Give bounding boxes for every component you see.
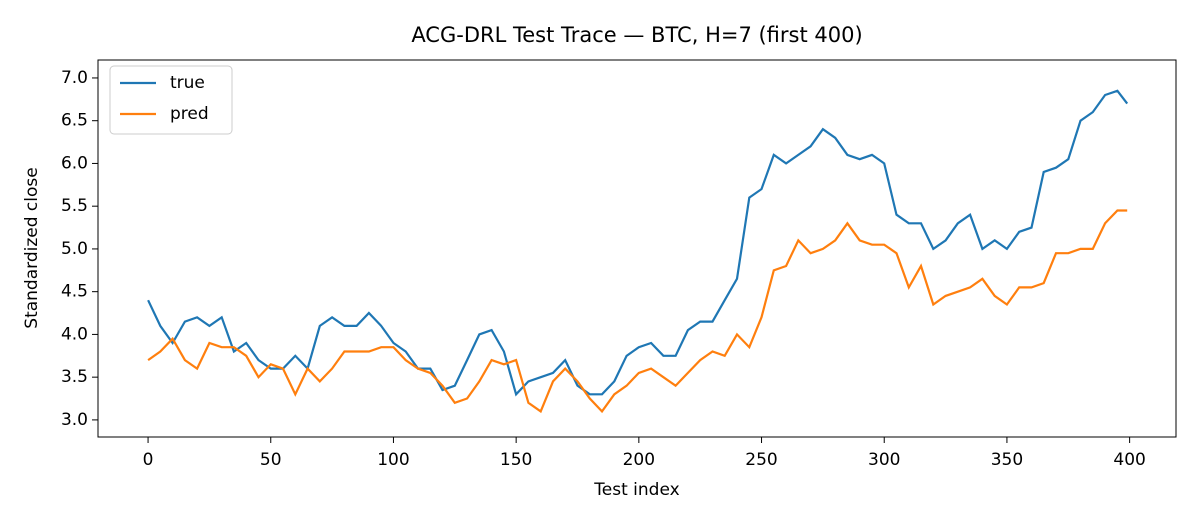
y-tick-label: 7.0 (61, 68, 88, 88)
y-tick-label: 5.0 (61, 239, 88, 259)
y-tick-label: 6.0 (61, 153, 88, 173)
y-tick-label: 4.5 (61, 282, 88, 302)
x-tick-label: 400 (1113, 450, 1145, 470)
chart-title: ACG-DRL Test Trace — BTC, H=7 (first 400… (411, 23, 862, 47)
y-tick-label: 6.5 (61, 111, 88, 131)
y-tick-label: 4.0 (61, 324, 88, 344)
x-tick-label: 100 (377, 450, 409, 470)
y-tick-label: 3.5 (61, 367, 88, 387)
x-tick-label: 200 (623, 450, 655, 470)
x-tick-label: 250 (745, 450, 777, 470)
legend-label: pred (170, 104, 209, 124)
legend-label: true (170, 73, 205, 93)
y-tick-label: 5.5 (61, 196, 88, 216)
x-tick-label: 50 (260, 450, 282, 470)
line-series (147, 89, 1129, 397)
x-tick-label: 0 (143, 450, 154, 470)
x-axis-label: Test index (593, 480, 679, 500)
x-tick-label: 300 (868, 450, 900, 470)
x-tick-label: 350 (991, 450, 1023, 470)
plot-frame (97, 59, 1177, 438)
line-series (147, 209, 1128, 414)
y-tick-label: 3.0 (61, 410, 88, 430)
y-axis-label: Standardized close (22, 167, 42, 328)
x-tick-label: 150 (500, 450, 532, 470)
